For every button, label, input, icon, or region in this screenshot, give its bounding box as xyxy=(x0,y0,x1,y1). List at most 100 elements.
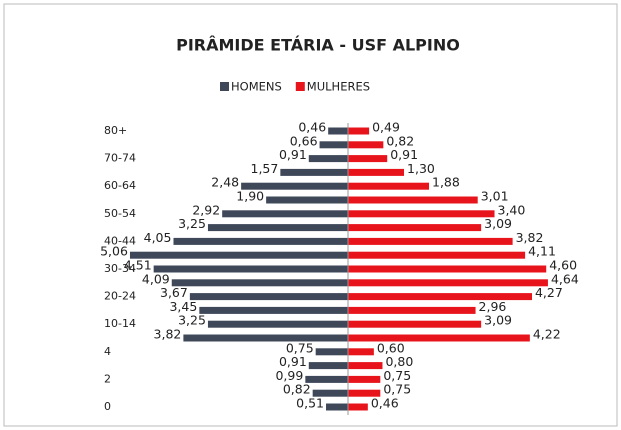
value-label: 1,90 xyxy=(236,189,264,204)
bar xyxy=(241,182,348,190)
category-label: 4 xyxy=(104,345,111,358)
value-label: 0,66 xyxy=(290,133,318,148)
value-label: 0,99 xyxy=(275,368,303,383)
bar xyxy=(207,320,348,328)
bar xyxy=(348,362,383,370)
bar xyxy=(189,293,348,301)
value-label: 3,82 xyxy=(154,327,182,342)
chart-title: PIRÂMIDE ETÁRIA - USF ALPINO xyxy=(176,36,460,55)
value-label: 3,09 xyxy=(484,313,512,328)
category-label: 2 xyxy=(104,372,111,385)
legend-label: MULHERES xyxy=(307,80,370,94)
category-label: 20-24 xyxy=(104,290,136,303)
value-label: 4,11 xyxy=(528,244,556,259)
value-label: 0,49 xyxy=(372,120,400,135)
value-label: 0,46 xyxy=(298,120,326,135)
value-label: 3,40 xyxy=(498,202,526,217)
value-label: 0,91 xyxy=(279,354,307,369)
value-label: 4,05 xyxy=(144,230,172,245)
value-label: 0,91 xyxy=(390,147,418,162)
bar xyxy=(348,389,381,397)
value-label: 1,88 xyxy=(432,175,460,190)
bar xyxy=(315,348,348,356)
value-label: 3,45 xyxy=(169,299,197,314)
bar xyxy=(348,375,381,383)
bar xyxy=(222,210,348,218)
category-label: 0 xyxy=(104,400,111,413)
bar xyxy=(348,210,495,218)
value-label: 1,57 xyxy=(251,161,279,176)
category-label: 50-54 xyxy=(104,207,136,220)
bar xyxy=(328,127,348,135)
bar xyxy=(173,237,348,245)
bar xyxy=(207,224,348,232)
value-label: 2,92 xyxy=(192,202,220,217)
legend-label: HOMENS xyxy=(231,80,282,94)
bar xyxy=(348,334,530,342)
bar xyxy=(348,168,405,176)
value-label: 3,09 xyxy=(484,216,512,231)
bar xyxy=(348,306,476,314)
bar xyxy=(319,141,348,149)
value-label: 4,22 xyxy=(533,327,561,342)
value-label: 2,48 xyxy=(211,175,239,190)
bar xyxy=(308,362,348,370)
value-label: 3,67 xyxy=(160,285,188,300)
bar xyxy=(183,334,348,342)
bar xyxy=(280,168,348,176)
value-label: 0,51 xyxy=(296,396,324,411)
bar xyxy=(326,403,348,411)
value-label: 4,51 xyxy=(124,258,152,273)
value-label: 0,75 xyxy=(383,368,411,383)
value-label: 0,91 xyxy=(279,147,307,162)
value-label: 5,06 xyxy=(100,244,128,259)
bar xyxy=(348,127,370,135)
bar xyxy=(266,196,348,204)
bar xyxy=(348,348,374,356)
bar xyxy=(348,224,482,232)
bar xyxy=(348,403,368,411)
value-label: 0,60 xyxy=(377,340,405,355)
value-label: 2,96 xyxy=(479,299,507,314)
value-label: 0,80 xyxy=(385,354,413,369)
value-label: 0,82 xyxy=(386,133,414,148)
value-label: 4,64 xyxy=(551,271,579,286)
bar xyxy=(308,155,348,163)
bar xyxy=(348,265,547,273)
bar xyxy=(348,182,430,190)
category-label: 30-34 xyxy=(104,262,136,275)
value-label: 4,27 xyxy=(535,285,563,300)
legend-swatch xyxy=(295,82,305,91)
legend-swatch xyxy=(220,82,229,91)
value-label: 4,60 xyxy=(549,258,577,273)
bar xyxy=(305,375,348,383)
value-label: 3,25 xyxy=(178,313,206,328)
value-label: 4,09 xyxy=(142,271,170,286)
category-label: 80+ xyxy=(104,124,127,137)
bar xyxy=(348,196,478,204)
bar xyxy=(348,320,482,328)
bar xyxy=(348,293,532,301)
category-label: 10-14 xyxy=(104,317,136,330)
category-label: 40-44 xyxy=(104,234,136,247)
category-label: 60-64 xyxy=(104,179,136,192)
value-label: 0,75 xyxy=(383,382,411,397)
category-label: 70-74 xyxy=(104,152,136,165)
bar xyxy=(153,265,348,273)
value-label: 3,82 xyxy=(516,230,544,245)
value-label: 0,46 xyxy=(371,396,399,411)
value-label: 0,75 xyxy=(286,340,314,355)
bar xyxy=(348,237,513,245)
value-label: 1,30 xyxy=(407,161,435,176)
value-label: 3,01 xyxy=(481,189,509,204)
bar xyxy=(312,389,348,397)
bar xyxy=(199,306,348,314)
value-label: 3,25 xyxy=(178,216,206,231)
bar xyxy=(348,279,548,287)
bar xyxy=(348,251,526,259)
bar xyxy=(348,155,388,163)
value-label: 0,82 xyxy=(283,382,311,397)
bar xyxy=(171,279,348,287)
bar xyxy=(348,141,384,149)
